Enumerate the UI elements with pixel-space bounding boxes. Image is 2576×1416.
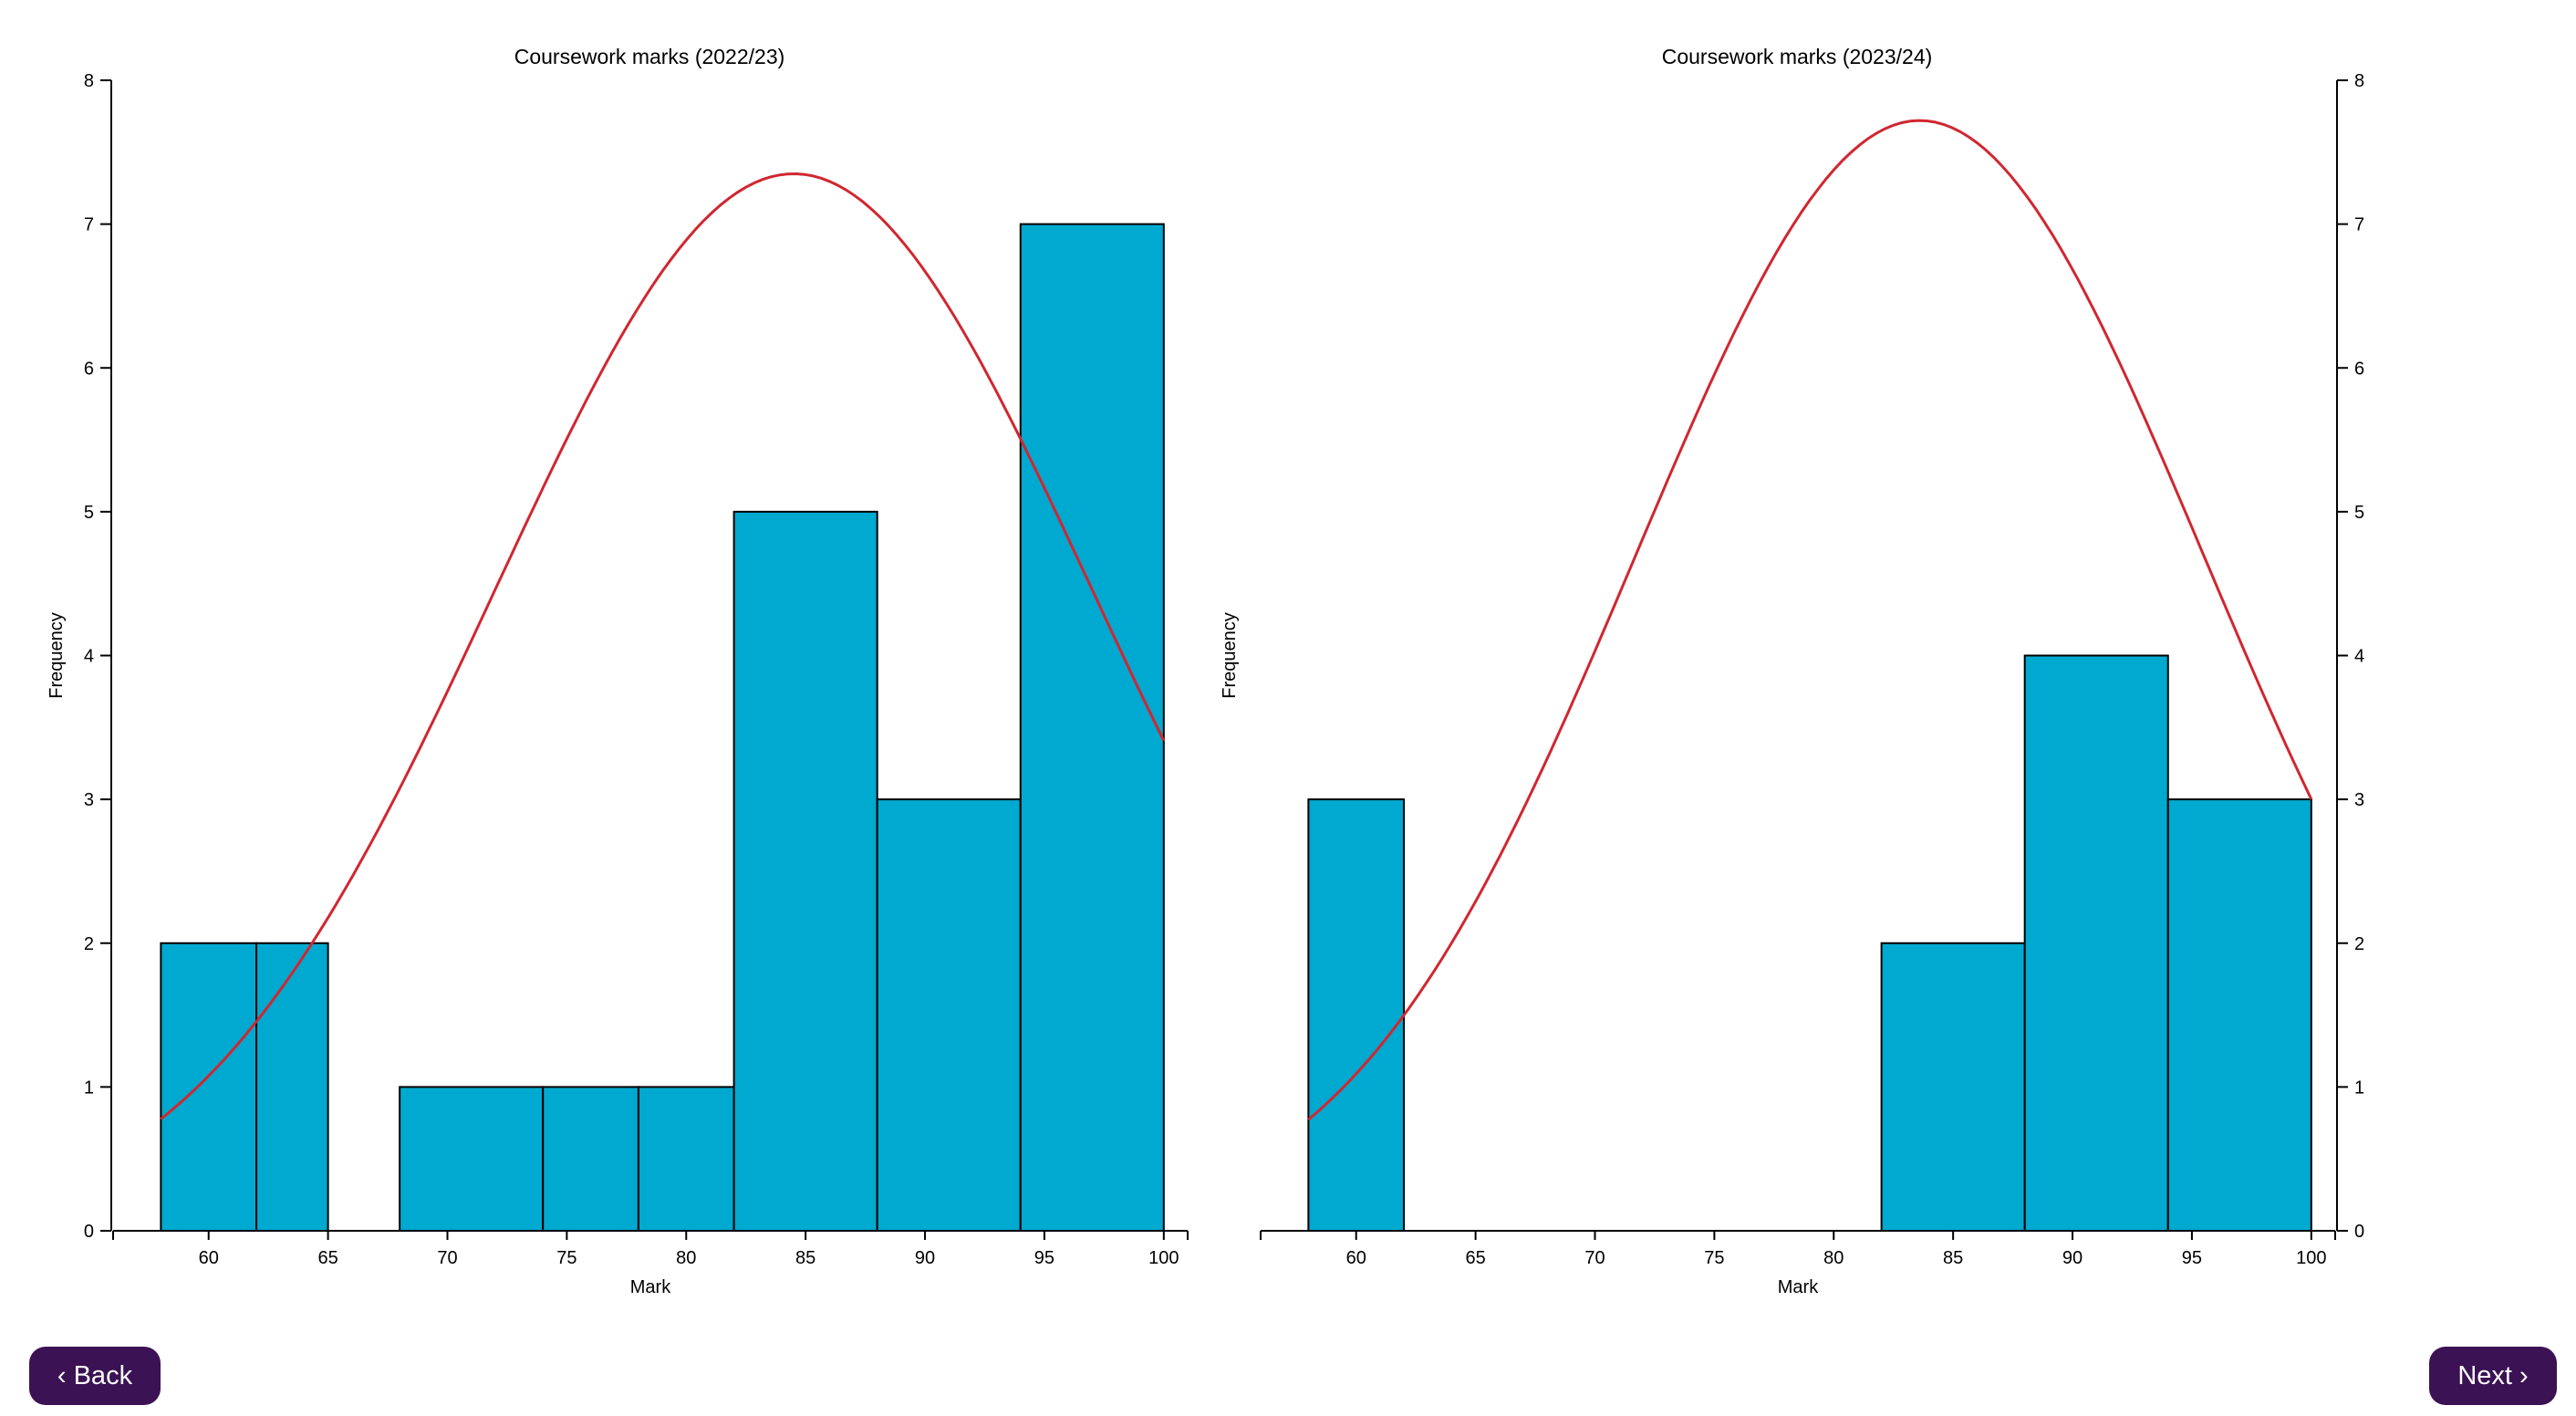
y-tick-label: 0 (84, 1222, 94, 1242)
chart-2: Coursework marks (2023/24)60 65 70 75 80 85 90… (1220, 45, 2364, 1297)
histogram-bar (255, 942, 329, 1232)
histogram-bar (1307, 798, 1406, 1232)
y-tick-label: 3 (84, 790, 94, 810)
x-tick-label: 65 (317, 1248, 338, 1268)
x-tick-label: 70 (437, 1248, 457, 1268)
x-tick-label: 90 (915, 1248, 935, 1268)
y-tick-label: 0 (2354, 1222, 2364, 1242)
histogram-bar (1019, 223, 1165, 1232)
x-tick-label: 65 (1465, 1248, 1485, 1268)
y-tick-label: 1 (84, 1078, 94, 1098)
y-tick-label: 8 (84, 71, 94, 91)
histogram-bar (399, 1086, 545, 1232)
histogram-bar (2023, 654, 2169, 1232)
y-tick-label: 5 (84, 503, 94, 523)
chart-title: Coursework marks (2022/23) (514, 45, 785, 68)
histogram-bar (876, 798, 1022, 1232)
next-button[interactable]: Next › (2429, 1347, 2557, 1405)
next-button-label: Next (2457, 1360, 2512, 1390)
x-tick-label: 75 (1704, 1248, 1724, 1268)
x-tick-label: 85 (795, 1248, 815, 1268)
x-tick-label: 100 (2296, 1248, 2326, 1268)
y-tick-label: 1 (2354, 1078, 2364, 1098)
x-tick-label: 60 (199, 1248, 219, 1268)
y-axis-label: Frequency (1220, 612, 1240, 699)
back-button-label: Back (73, 1360, 133, 1390)
x-axis-label: Mark (1778, 1277, 1819, 1297)
histogram-bar (732, 510, 878, 1232)
x-tick-label: 85 (1943, 1248, 1963, 1268)
x-tick-label: 100 (1148, 1248, 1179, 1268)
x-tick-label: 95 (1034, 1248, 1054, 1268)
y-tick-label: 4 (84, 647, 94, 667)
y-tick-label: 7 (2354, 215, 2364, 235)
y-tick-label: 2 (84, 934, 94, 954)
y-tick-label: 6 (2354, 359, 2364, 379)
y-tick-label: 7 (84, 215, 94, 235)
y-tick-label: 8 (2354, 71, 2364, 91)
y-tick-label: 6 (84, 359, 94, 379)
y-axis-label: Frequency (47, 612, 67, 699)
histogram-bar (2166, 798, 2312, 1232)
x-tick-label: 75 (556, 1248, 576, 1268)
y-tick-label: 4 (2354, 647, 2364, 667)
histogram-bar (1880, 942, 2026, 1232)
back-button[interactable]: ‹ Back (29, 1347, 161, 1405)
histogram-bar (160, 942, 258, 1232)
histogram-bar (542, 1086, 639, 1232)
x-tick-label: 90 (2062, 1248, 2083, 1268)
normal-curve (1307, 119, 2313, 1121)
chart-title: Coursework marks (2023/24) (1662, 45, 1933, 68)
chevron-left-icon: ‹ (57, 1360, 67, 1390)
x-tick-label: 70 (1584, 1248, 1605, 1268)
y-tick-label: 3 (2354, 790, 2364, 810)
x-axis-label: Mark (630, 1277, 671, 1297)
y-tick-label: 5 (2354, 503, 2364, 523)
chevron-right-icon: › (2519, 1360, 2529, 1390)
x-tick-label: 60 (1346, 1248, 1366, 1268)
normal-curve (160, 172, 1166, 1120)
chart-1: Coursework marks (2022/23)60 65 70 75 80 85 90… (47, 45, 1189, 1297)
x-tick-label: 80 (1823, 1248, 1844, 1268)
y-tick-label: 2 (2354, 934, 2364, 954)
x-tick-label: 80 (676, 1248, 696, 1268)
x-tick-label: 95 (2182, 1248, 2202, 1268)
histogram-bar (637, 1086, 735, 1232)
